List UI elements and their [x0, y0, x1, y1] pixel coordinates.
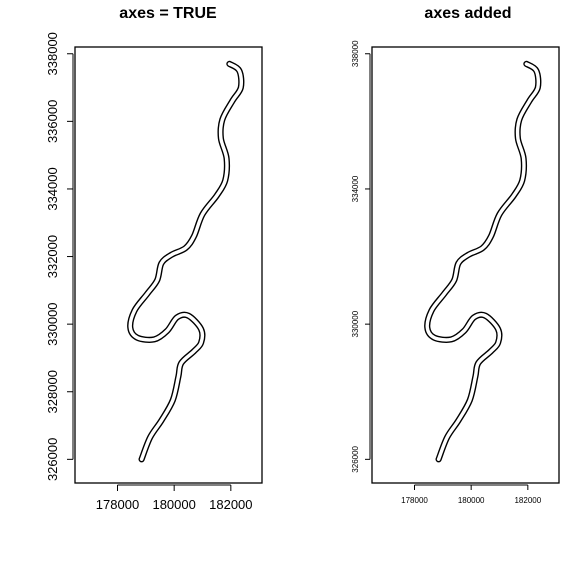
- y-tick-label: 332000: [45, 235, 60, 278]
- river-outline: [424, 60, 542, 463]
- x-tick-label: 180000: [152, 497, 195, 512]
- river-outline: [127, 60, 245, 463]
- river-fill: [128, 62, 244, 461]
- panel-axes-added: axes added 178000 180000 182000 326000 3300…: [351, 5, 560, 505]
- y-tick-label: 338000: [45, 32, 60, 75]
- y-tick-label: 338000: [351, 40, 360, 67]
- x-tick-label: 180000: [458, 496, 485, 505]
- river-fill: [425, 62, 541, 461]
- y-tick-label: 326000: [45, 438, 60, 481]
- x-tick-label: 182000: [514, 496, 541, 505]
- x-tick-label: 182000: [209, 497, 252, 512]
- y-tick-label: 336000: [45, 100, 60, 143]
- y-tick-label: 326000: [351, 445, 360, 472]
- y-tick-label: 334000: [45, 167, 60, 210]
- panel-title-axes-added: axes added: [424, 5, 511, 22]
- panel-axes-true: axes = TRUE 178000 180000 182000 326000 328…: [45, 5, 263, 512]
- river-line-left: [127, 60, 245, 463]
- panel-title-axes-true: axes = TRUE: [119, 5, 217, 22]
- y-axis-right: 326000 330000 334000 338000: [351, 40, 371, 473]
- y-axis-left: 326000 328000 330000 332000 334000 336000 3380…: [45, 32, 74, 481]
- y-tick-label: 334000: [351, 175, 360, 202]
- x-axis-left: 178000 180000 182000: [96, 484, 253, 512]
- y-tick-label: 330000: [351, 310, 360, 337]
- x-tick-label: 178000: [401, 496, 428, 505]
- x-tick-label: 178000: [96, 497, 139, 512]
- y-tick-label: 328000: [45, 370, 60, 413]
- x-axis-right: 178000 180000 182000: [401, 484, 542, 505]
- plot-frame-left: [74, 46, 263, 484]
- river-line-right: [424, 60, 542, 463]
- plot-frame-right: [371, 46, 560, 484]
- y-tick-label: 330000: [45, 302, 60, 345]
